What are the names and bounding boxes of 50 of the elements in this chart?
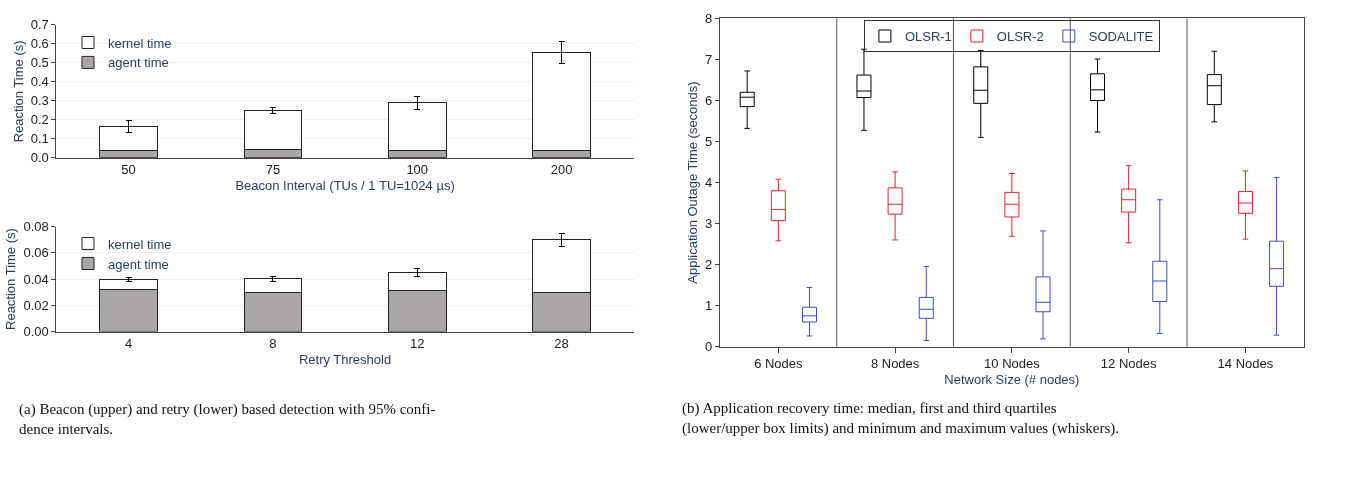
y-tick-label: 7: [705, 52, 713, 68]
y-tick-label: 4: [705, 175, 713, 191]
y-tick-label: 0.5: [30, 55, 49, 71]
y-tick-label: 0.2: [30, 112, 49, 128]
y-tick-label: 3: [705, 216, 713, 232]
x-axis-title: Beacon Interval (TUs / 1 TU=1024 µs): [235, 178, 455, 194]
legend-label: kernel time: [107, 35, 172, 51]
y-tick-label: 0.08: [23, 219, 49, 235]
y-tick-label: 0.04: [23, 271, 49, 287]
x-tick-label: 28: [554, 336, 569, 352]
x-tick-label: 200: [550, 162, 573, 178]
x-tick-label: 50: [121, 162, 136, 178]
y-tick-label: 6: [705, 93, 713, 109]
y-tick-label: 8: [705, 10, 713, 26]
y-axis-title: Reaction Time (s): [10, 40, 26, 143]
x-tick-label: 10 Nodes: [984, 356, 1041, 372]
legend-label: OLSR-2: [996, 29, 1044, 45]
x-axis-title: Network Size (# nodes): [944, 371, 1080, 387]
x-tick-label: 100: [406, 162, 429, 178]
x-tick-label: 14 Nodes: [1217, 356, 1274, 372]
y-tick-label: 0: [705, 339, 713, 355]
y-tick-label: 0.06: [23, 245, 49, 261]
y-tick-label: 0.02: [23, 297, 49, 313]
legend-label: agent time: [107, 256, 169, 272]
x-tick-label: 6 Nodes: [754, 356, 804, 372]
x-tick-label: 4: [124, 336, 133, 352]
text: (a) Beacon (upper) and retry (lower) based detection with 95% confi- dence intervals.: [19, 401, 436, 437]
legend-label: agent time: [107, 55, 169, 71]
y-tick-label: 0.00: [23, 324, 49, 340]
y-tick-label: 5: [705, 134, 713, 150]
y-tick-label: 0.1: [30, 131, 49, 147]
x-tick-label: 12: [409, 336, 425, 352]
legend-label: OLSR-1: [904, 29, 952, 45]
y-axis-title: Reaction Time (s): [3, 228, 19, 330]
y-tick-label: 0.7: [30, 17, 49, 33]
y-tick-label: 0.6: [30, 36, 49, 52]
x-tick-label: 8: [269, 336, 277, 352]
legend-label: kernel time: [107, 236, 172, 252]
x-axis-title: Retry Threshold: [298, 351, 392, 367]
x-tick-label: 75: [265, 162, 281, 178]
y-axis-title: Application Outage Time (seconds): [685, 81, 701, 284]
legend-label: SODALITE: [1088, 29, 1154, 45]
x-tick-label: 12 Nodes: [1100, 356, 1157, 372]
y-tick-label: 0.0: [30, 150, 49, 166]
y-tick-label: 0.3: [30, 93, 49, 109]
y-tick-label: 1: [705, 298, 713, 314]
y-tick-label: 2: [705, 257, 713, 273]
x-tick-label: 8 Nodes: [870, 356, 920, 372]
y-tick-label: 0.4: [30, 74, 49, 90]
text: (b) Application recovery time: median, first and third quartiles (lower/upper box limits) and minimum and maximum values (whiskers).: [682, 400, 1120, 437]
